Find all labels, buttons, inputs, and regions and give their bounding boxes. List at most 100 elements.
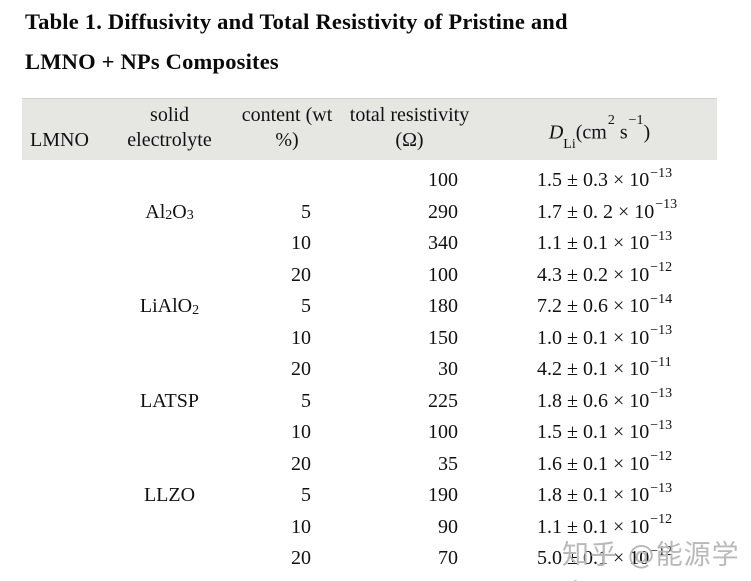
cell-diffusivity: 1.1 ± 0.1 × 10 −12 bbox=[482, 512, 717, 544]
header-solid-electrolyte-line2: electrolyte bbox=[127, 129, 212, 151]
d-units-close: ) bbox=[643, 122, 651, 144]
electrolyte-text: LiAlO bbox=[139, 295, 193, 318]
cell-lmno bbox=[22, 449, 102, 481]
d-units-mid: s bbox=[614, 122, 628, 144]
header-content-line1: content (wt bbox=[241, 104, 333, 126]
cell-lmno bbox=[22, 512, 102, 544]
cell-electrolyte bbox=[102, 228, 237, 260]
cell-resistivity: 340 bbox=[428, 232, 458, 255]
cell-lmno bbox=[22, 480, 102, 512]
header-lmno-label: LMNO bbox=[30, 129, 89, 151]
d-value-base: 4.3 ± 0.2 × 10 bbox=[537, 263, 650, 286]
cell-resistivity: 90 bbox=[438, 515, 458, 538]
table-row: 20 35 1.6 ± 0.1 × 10 −12 bbox=[22, 449, 717, 481]
d-value-base: 7.2 ± 0.6 × 10 bbox=[537, 295, 650, 318]
cell-electrolyte bbox=[102, 512, 237, 544]
cell-content: 10 bbox=[291, 421, 311, 444]
cell-lmno bbox=[22, 165, 102, 197]
cell-content: 5 bbox=[301, 200, 311, 223]
cell-lmno bbox=[22, 291, 102, 323]
cell-electrolyte: Al 2 O 3 bbox=[102, 197, 237, 229]
d-symbol: D bbox=[548, 122, 564, 144]
d-value-base: 1.8 ± 0.6 × 10 bbox=[537, 389, 650, 412]
d-value-exponent: −12 bbox=[650, 260, 673, 276]
cell-electrolyte bbox=[102, 165, 237, 197]
table-row: 20 100 4.3 ± 0.2 × 10 −12 bbox=[22, 260, 717, 292]
header-diffusivity: DLi(cm2 s−1) bbox=[482, 99, 717, 160]
cell-diffusivity: 7.2 ± 0.6 × 10 −14 bbox=[482, 291, 717, 323]
header-lmno: LMNO bbox=[22, 99, 102, 160]
d-value-base: 1.1 ± 0.1 × 10 bbox=[537, 515, 650, 538]
d-value-exponent: −13 bbox=[650, 417, 673, 433]
cell-diffusivity: 1.7 ± 0. 2 × 10 −13 bbox=[482, 197, 717, 229]
cell-electrolyte bbox=[102, 543, 237, 575]
d-value-exponent: −13 bbox=[650, 323, 673, 339]
cell-resistivity: 290 bbox=[428, 200, 458, 223]
cell-electrolyte: LATSP bbox=[102, 386, 237, 418]
cell-content: 10 bbox=[291, 326, 311, 349]
cell-electrolyte bbox=[102, 354, 237, 386]
d-value-base: 1.5 ± 0.1 × 10 bbox=[537, 421, 650, 444]
d-value-base: 1.5 ± 0.3 × 10 bbox=[537, 169, 650, 192]
d-value-exponent: −12 bbox=[650, 449, 673, 465]
d-value-exponent: −12 bbox=[650, 543, 673, 559]
d-value-base: 5.0 ± 0.1 × 10 bbox=[537, 547, 650, 570]
cell-content: 5 bbox=[301, 484, 311, 507]
cell-resistivity: 100 bbox=[428, 421, 458, 444]
table-header: LMNO solid electrolyte content (wt %) to… bbox=[22, 98, 717, 160]
table-row: 10 100 1.5 ± 0.1 × 10 −13 bbox=[22, 417, 717, 449]
cell-lmno bbox=[22, 386, 102, 418]
d-value-base: 1.6 ± 0.1 × 10 bbox=[537, 452, 650, 475]
table-row: 10 340 1.1 ± 0.1 × 10 −13 bbox=[22, 228, 717, 260]
table-row: LATSP 5 225 1.8 ± 0.6 × 10 −13 bbox=[22, 386, 717, 418]
cell-resistivity: 150 bbox=[428, 326, 458, 349]
cell-content: 10 bbox=[291, 515, 311, 538]
d-value-base: 1.7 ± 0. 2 × 10 bbox=[537, 200, 655, 223]
cell-lmno bbox=[22, 197, 102, 229]
header-total-resistivity: total resistivity (Ω) bbox=[337, 99, 482, 160]
d-subscript: Li bbox=[563, 137, 576, 152]
electrolyte-text: LLZO bbox=[143, 484, 196, 507]
cell-resistivity: 100 bbox=[428, 263, 458, 286]
header-solid-electrolyte: solid electrolyte bbox=[102, 99, 237, 160]
cell-diffusivity: 1.0 ± 0.1 × 10 −13 bbox=[482, 323, 717, 355]
cell-diffusivity: 1.6 ± 0.1 × 10 −12 bbox=[482, 449, 717, 481]
cell-diffusivity: 1.8 ± 0.6 × 10 −13 bbox=[482, 386, 717, 418]
cell-resistivity: 180 bbox=[428, 295, 458, 318]
d-value-exponent: −13 bbox=[650, 228, 673, 244]
table-row: 100 1.5 ± 0.3 × 10 −13 bbox=[22, 165, 717, 197]
header-total-resistivity-line2: (Ω) bbox=[395, 129, 424, 151]
cell-diffusivity: 5.0 ± 0.1 × 10 −12 bbox=[482, 543, 717, 575]
cell-resistivity: 30 bbox=[438, 358, 458, 381]
cell-resistivity: 35 bbox=[438, 452, 458, 475]
table-caption: Table 1. Diffusivity and Total Resistivi… bbox=[25, 2, 730, 82]
cell-content: 10 bbox=[291, 232, 311, 255]
cell-diffusivity: 1.1 ± 0.1 × 10 −13 bbox=[482, 228, 717, 260]
cell-electrolyte bbox=[102, 260, 237, 292]
electrolyte-text: LATSP bbox=[140, 389, 199, 412]
cell-lmno bbox=[22, 228, 102, 260]
cell-content: 20 bbox=[291, 358, 311, 381]
d-value-exponent: −13 bbox=[650, 480, 673, 496]
cell-electrolyte bbox=[102, 417, 237, 449]
cell-content: 5 bbox=[301, 295, 311, 318]
caption-line-1: Table 1. Diffusivity and Total Resistivi… bbox=[25, 9, 568, 34]
table-row: Al 2 O 3 5 290 1.7 ± 0. 2 × 10 −13 bbox=[22, 197, 717, 229]
header-total-resistivity-line1: total resistivity bbox=[349, 104, 470, 126]
table-row: LiAlO 2 5 180 7.2 ± 0.6 × 10 −14 bbox=[22, 291, 717, 323]
cell-lmno bbox=[22, 417, 102, 449]
d-value-base: 4.2 ± 0.1 × 10 bbox=[537, 358, 650, 381]
cell-diffusivity: 1.8 ± 0.1 × 10 −13 bbox=[482, 480, 717, 512]
header-diffusivity-formula: DLi(cm2 s−1) bbox=[548, 113, 651, 153]
electrolyte-text: Al bbox=[145, 200, 166, 223]
d-value-exponent: −12 bbox=[650, 512, 673, 528]
cell-electrolyte: LLZO bbox=[102, 480, 237, 512]
header-solid-electrolyte-line1: solid bbox=[150, 104, 189, 126]
cell-resistivity: 190 bbox=[428, 484, 458, 507]
cell-diffusivity: 1.5 ± 0.3 × 10 −13 bbox=[482, 165, 717, 197]
cell-lmno bbox=[22, 260, 102, 292]
d-value-base: 1.1 ± 0.1 × 10 bbox=[537, 232, 650, 255]
d-value-exponent: −11 bbox=[650, 354, 672, 370]
d-units-sup2: −1 bbox=[628, 113, 644, 129]
